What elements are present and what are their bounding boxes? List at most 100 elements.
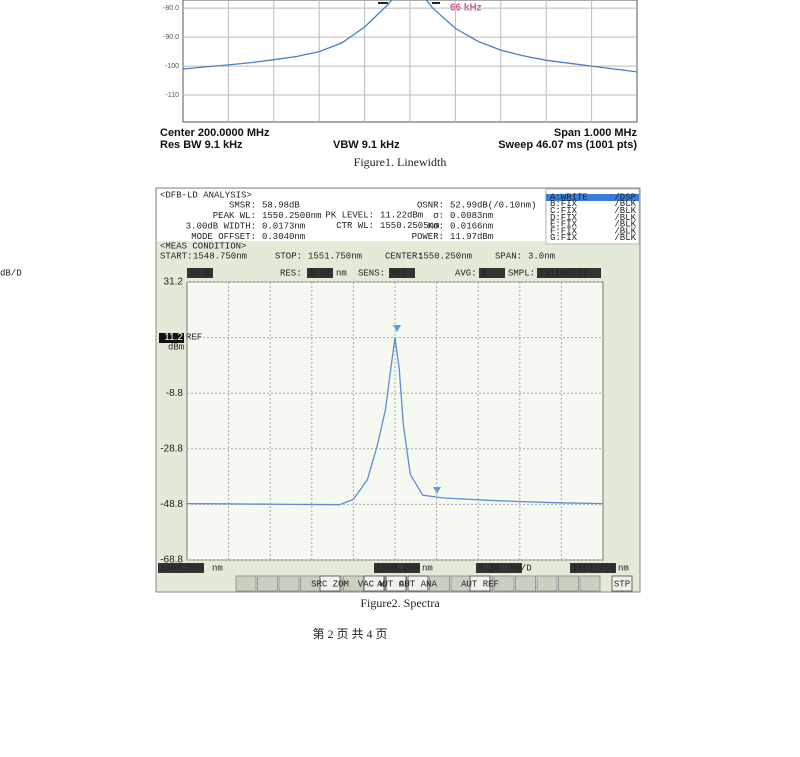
- value-box: [570, 563, 616, 573]
- label: STOP:: [275, 251, 302, 261]
- active-trace: [546, 194, 639, 201]
- value-box: [537, 268, 601, 278]
- value-box: [187, 268, 213, 278]
- label: σ:: [433, 211, 444, 221]
- label: 11.97dBm: [450, 232, 493, 242]
- label: RES:: [280, 268, 302, 278]
- softkey: [469, 575, 491, 592]
- label: MODE OFFSET:: [191, 232, 256, 242]
- value-box: [158, 563, 204, 573]
- label: A:WRITE: [550, 192, 588, 202]
- softkey: [278, 575, 300, 592]
- label: 1551.750nm: [308, 251, 362, 261]
- label: 1548.750nm: [193, 251, 247, 261]
- label: VAC WL: [358, 579, 390, 589]
- label: 1550.250: [376, 563, 419, 573]
- softkey: [579, 575, 601, 592]
- label: 0.02: [309, 268, 331, 278]
- label: nm: [422, 563, 433, 573]
- label: dB/D: [0, 268, 22, 278]
- label: STP: [614, 579, 630, 589]
- label: E:FIX: [550, 220, 578, 230]
- label: nm: [336, 268, 347, 278]
- ref-box: [159, 333, 184, 343]
- y-tick-label: -90.0: [163, 34, 179, 41]
- label: /BLK: [614, 226, 636, 236]
- y-tick-label: -110: [166, 92, 180, 99]
- label: CTR WL:: [336, 221, 374, 231]
- label: 0.0083nm: [450, 211, 493, 221]
- sweep: Sweep 46.07 ms (1001 pts): [498, 139, 637, 151]
- label: SRC ZOM: [311, 579, 349, 589]
- label: /BLK: [614, 213, 636, 223]
- analysis-title: <DFB-LD ANALYSIS>: [160, 190, 252, 200]
- conditions-title: <MEAS CONDITION>: [160, 241, 246, 251]
- label: G:FIX: [550, 233, 578, 243]
- label: 1548.750: [160, 563, 203, 573]
- y-tick-label: -48.8: [160, 499, 183, 510]
- label: CENTER:: [385, 251, 423, 261]
- label: 0.0166nm: [450, 221, 493, 231]
- label: 1550.250nm: [418, 251, 472, 261]
- label: AVG:: [455, 268, 477, 278]
- page-footer: 第 2 页 共 4 页: [312, 627, 387, 641]
- trace: [187, 337, 603, 506]
- label: PK LEVEL:: [325, 210, 374, 220]
- label: 10.0: [189, 268, 211, 278]
- label: nm: [212, 563, 223, 573]
- y-tick-label: -28.8: [160, 443, 183, 454]
- label: AUT REF: [461, 579, 499, 589]
- softkey: [493, 575, 515, 592]
- label: OSNR:: [417, 200, 444, 210]
- label: PEAK WL:: [213, 211, 256, 221]
- label: /DSP: [614, 192, 636, 202]
- label: 1: [481, 268, 486, 278]
- label: /BLK: [614, 199, 636, 209]
- y-tick-label: 11.2: [164, 332, 183, 343]
- value-box: [389, 268, 415, 278]
- label: F:FIX: [550, 226, 578, 236]
- vbw: VBW 9.1 kHz: [333, 139, 400, 151]
- softkey: [515, 575, 536, 592]
- label: POWER:: [412, 232, 444, 242]
- label: SENS:: [358, 268, 385, 278]
- rbw: Res BW 9.1 kHz: [160, 139, 243, 151]
- softkey: [558, 575, 579, 592]
- y-tick-label: -80.0: [163, 5, 179, 12]
- label: SMPL:: [508, 268, 535, 278]
- softkey: [235, 575, 257, 592]
- label: /BLK: [614, 220, 636, 230]
- label: 0.30: [478, 563, 500, 573]
- softkey: [363, 575, 385, 592]
- softkey: [257, 575, 278, 592]
- label: 1550.2505nm: [380, 221, 439, 231]
- softkey: [385, 575, 407, 592]
- label: AUT OFS: [377, 579, 415, 589]
- label: 3.00dB WIDTH:: [186, 221, 256, 231]
- softkey: [407, 575, 429, 592]
- trace: [183, 0, 637, 73]
- value-box: [479, 268, 505, 278]
- label: B:FIX: [550, 199, 578, 209]
- figure-2: <DFB-LD ANALYSIS> <MEAS CONDITION> REF d…: [0, 187, 641, 610]
- label: /BLK: [614, 206, 636, 216]
- label: 1551.750: [572, 563, 615, 573]
- y-tick-label: 31.2: [164, 277, 184, 288]
- label: SMSR:: [229, 200, 256, 210]
- label: C:FIX: [550, 206, 578, 216]
- softkey: [319, 575, 341, 592]
- label: D:FIX: [550, 213, 578, 223]
- y-tick-label: -68.8: [160, 555, 183, 566]
- y-tick-label: -100: [165, 63, 179, 70]
- label: 0.0173nm: [262, 221, 305, 231]
- analysis-panel: [157, 189, 545, 241]
- softkey: [611, 575, 633, 592]
- label: 1550.2500nm: [262, 211, 321, 221]
- softkey: [429, 575, 450, 592]
- figure-1: 66 kHz Center 200.0000 MHz Span 1.000 MH…: [160, 0, 638, 169]
- label: Kσ:: [428, 221, 444, 231]
- center: Center 200.0000 MHz: [160, 127, 270, 139]
- label: 0.3040nm: [262, 232, 305, 242]
- value-box: [476, 563, 522, 573]
